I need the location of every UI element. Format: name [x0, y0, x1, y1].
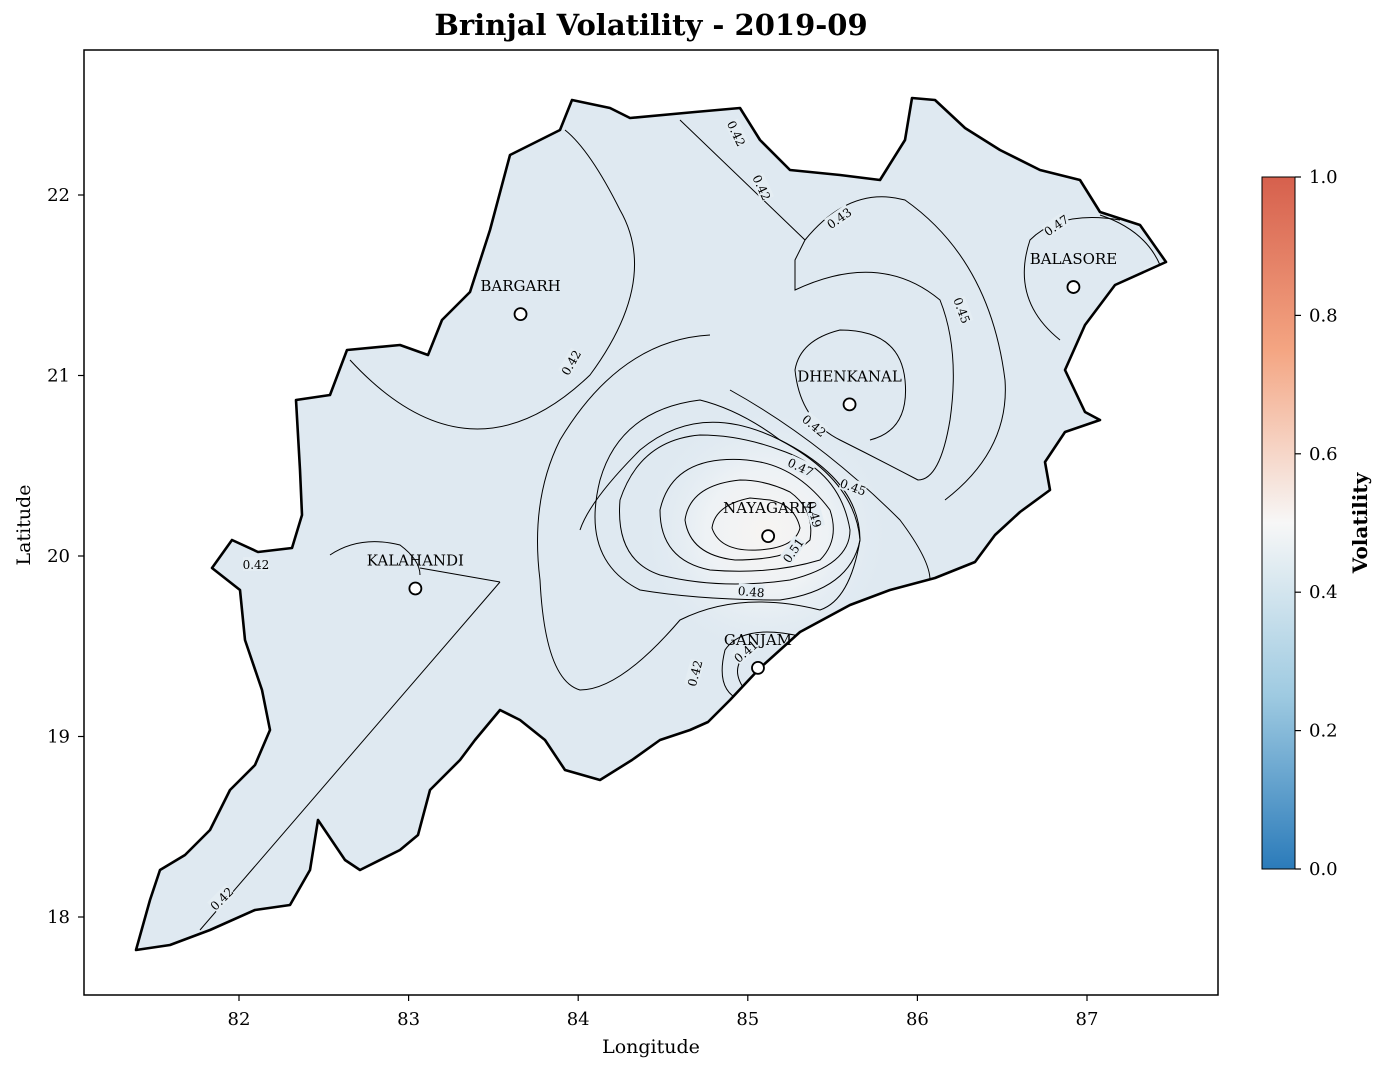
contour-line	[537, 334, 861, 691]
colorbar-tick-label: 0.4	[1309, 582, 1338, 603]
contour-label-bg	[951, 295, 974, 325]
y-axis: 18 19 20 21 22	[47, 185, 84, 928]
x-tick-label: 85	[736, 1009, 759, 1030]
colorbar-label: Volatility	[1348, 471, 1372, 574]
contour-label-bg	[838, 475, 868, 498]
contour-line	[1099, 214, 1161, 266]
contour-label: 0.48	[737, 582, 765, 600]
colorbar-tick-label: 0.6	[1309, 444, 1338, 465]
contour-label-text: 0.42	[685, 659, 705, 688]
y-tick-label: 20	[47, 546, 70, 567]
contour-label-bg	[207, 884, 236, 913]
contour-label: 0.42	[242, 557, 270, 572]
contour-label-text: 0.42	[243, 558, 270, 572]
contour-line	[349, 129, 636, 430]
colorbar-tick-label: 0.2	[1309, 721, 1338, 742]
y-tick-label: 19	[47, 727, 70, 748]
district-label: KALAHANDI	[367, 551, 464, 569]
colorbar-tick-label: 0.0	[1309, 859, 1338, 880]
contour-label-bg	[750, 172, 775, 203]
district-marker	[513, 307, 528, 322]
district-markers: BARGARH BALASORE DHENKANAL NAYAGARH KALAHAND…	[367, 250, 1117, 675]
y-tick-label: 18	[47, 907, 70, 928]
contour-label-bg	[824, 204, 854, 231]
x-tick-label: 86	[906, 1009, 929, 1030]
contour-line	[804, 196, 1006, 501]
x-tick-label: 84	[567, 1009, 590, 1030]
chart-title: Brinjal Volatility - 2019-09	[434, 8, 868, 42]
y-axis-label: Latitude	[13, 485, 35, 566]
contour-line	[684, 479, 812, 561]
contour-line	[659, 458, 834, 572]
contour-label-bg	[242, 557, 269, 572]
contour-label-bg	[684, 658, 705, 688]
contour-label-bg	[557, 347, 584, 378]
district-label: DHENKANAL	[797, 367, 902, 385]
y-tick-label: 21	[47, 366, 70, 387]
contour-line	[729, 389, 931, 581]
contour-label: 0.42	[684, 658, 705, 688]
x-axis-label: Longitude	[602, 1036, 700, 1058]
x-tick-label: 82	[228, 1009, 251, 1030]
x-tick-label: 87	[1076, 1009, 1099, 1030]
district-marker	[751, 661, 765, 675]
contour-label-bg	[779, 535, 806, 565]
contour-line	[329, 541, 421, 576]
district-label: NAYAGARH	[723, 499, 813, 517]
contour-label-text: 0.48	[737, 584, 765, 600]
contour-line	[619, 434, 851, 585]
contour-line	[711, 497, 801, 551]
district-label: BARGARH	[480, 277, 560, 295]
contour-label: 0.49	[804, 499, 826, 529]
contour-label-bg	[724, 118, 749, 148]
colorbar-tick-label: 0.8	[1309, 305, 1338, 326]
contour-label-bg	[1041, 211, 1071, 239]
y-tick-label: 22	[47, 185, 70, 206]
district-marker	[408, 581, 423, 596]
contour-line	[419, 567, 501, 583]
x-axis: 82 83 84 85 86 87	[228, 995, 1099, 1030]
contour-line	[594, 399, 861, 601]
colorbar	[1261, 176, 1296, 870]
contour-label-bg	[731, 637, 760, 665]
district-marker	[1066, 280, 1081, 294]
district-marker	[842, 397, 857, 412]
district-marker	[761, 529, 776, 544]
contour-line	[199, 581, 501, 931]
district-label: GANJAM	[724, 631, 792, 649]
district-label: BALASORE	[1030, 250, 1117, 268]
x-tick-label: 83	[397, 1009, 420, 1030]
contour-label-bg	[804, 499, 826, 529]
contour-label-text: 0.49	[804, 500, 824, 529]
contour-lines	[199, 119, 1161, 931]
colorbar-ticks: 0.0 0.2 0.4 0.6 0.8 1.0	[1295, 167, 1338, 880]
contour-label-bg	[786, 454, 816, 479]
contour-line	[721, 631, 816, 701]
contour-label-bg	[800, 411, 830, 439]
colorbar-tick-label: 1.0	[1309, 167, 1338, 188]
contour-line	[679, 119, 954, 481]
contour-line	[1023, 217, 1121, 341]
contour-label-bg	[737, 582, 765, 600]
